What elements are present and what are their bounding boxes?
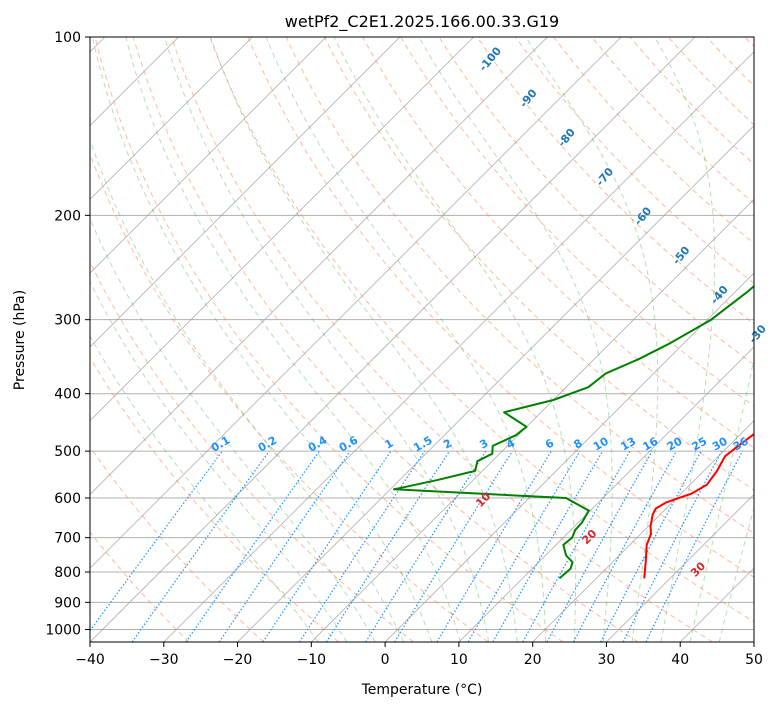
moist-adiabat-line <box>265 37 547 642</box>
y-tick-label: 200 <box>54 208 81 224</box>
moist-adiabat-line <box>333 37 577 642</box>
y-axis-label: Pressure (hPa) <box>12 290 28 390</box>
moist-adiabat-line <box>164 37 490 642</box>
x-tick-label: 0 <box>381 652 390 668</box>
dry-adiabat-line <box>515 37 754 285</box>
moist-adiabat-line <box>90 137 405 642</box>
moist-adiabat-line <box>90 217 376 642</box>
dry-adiabat-line <box>90 260 414 642</box>
x-tick-label: −10 <box>297 652 327 668</box>
x-tick-label: 20 <box>524 652 542 668</box>
dry-adiabat-line <box>362 37 754 449</box>
moist-adiabat-line <box>90 335 319 642</box>
y-tick-label: 1000 <box>45 622 81 638</box>
moist-adiabat-line <box>210 37 518 642</box>
dry-adiabat-line <box>247 37 754 578</box>
dry-adiabat-line <box>90 152 489 642</box>
x-tick-label: −30 <box>149 652 179 668</box>
y-tick-label: 500 <box>54 444 81 460</box>
y-tick-label: 400 <box>54 387 81 403</box>
x-tick-label: 30 <box>598 652 616 668</box>
isotherm-line <box>606 493 754 642</box>
plot-frame <box>89 36 755 643</box>
temperature-profile <box>643 432 754 579</box>
x-axis-label: Temperature (°C) <box>361 682 483 698</box>
isotherm-line <box>90 37 401 348</box>
mixing-ratio-line <box>546 450 653 642</box>
dry-adiabat-line <box>132 37 639 642</box>
isotherm-line <box>90 37 548 496</box>
isotherm-line <box>532 420 754 642</box>
isotherm-line <box>237 124 754 642</box>
mixing-ratio-line <box>218 450 351 642</box>
y-tick-label: 900 <box>54 595 81 611</box>
y-axis: 100 200 300 400 500 600 700 800 900 1000 <box>45 30 90 638</box>
mixing-ratio-line <box>299 450 426 642</box>
mixing-ratio-line <box>131 450 270 642</box>
dry-adiabat-line <box>209 37 754 623</box>
mixing-ratio-line <box>185 450 320 642</box>
mixing-ratio-line <box>600 450 702 642</box>
y-tick-label: 300 <box>54 313 81 329</box>
dry-adiabat-line <box>171 37 713 642</box>
mixing-ratio-line <box>325 450 450 642</box>
mixing-ratio-line <box>90 450 223 632</box>
mixing-ratio-line <box>645 450 744 642</box>
mixing-ratio-line <box>365 450 487 642</box>
isotherm-line <box>90 37 622 569</box>
isotherm-line <box>90 37 253 200</box>
moist-adiabat-line <box>92 37 433 642</box>
isotherm-line <box>384 272 754 642</box>
dry-adiabat-line <box>90 531 190 642</box>
y-tick-label: 100 <box>54 30 81 46</box>
dewpoint-profile <box>393 284 754 580</box>
x-tick-label: 40 <box>671 652 689 668</box>
isotherm-line <box>163 51 754 642</box>
isotherm-line <box>90 37 696 642</box>
moist-adiabat-line <box>418 37 613 642</box>
x-tick-label: 10 <box>450 652 468 668</box>
moist-adiabat-line <box>654 37 716 642</box>
y-tick-label: 800 <box>54 565 81 581</box>
mixing-ratio-line <box>622 450 723 642</box>
dry-adiabat-line <box>400 37 754 407</box>
isotherm-line <box>90 37 474 422</box>
isotherm-line <box>90 37 327 274</box>
chart-title: wetPf2_C2E1.2025.166.00.33.G19 <box>285 12 559 32</box>
x-axis: −40 −30 −20 −10 0 10 20 30 40 50 <box>75 642 763 668</box>
mixing-ratio-line <box>572 450 677 642</box>
mixing-ratio-line <box>394 450 513 642</box>
x-tick-label: 50 <box>745 652 763 668</box>
isotherm-line <box>458 346 754 642</box>
x-tick-label: −20 <box>223 652 253 668</box>
mixing-ratio-line <box>522 450 631 642</box>
moist-adiabat-line <box>525 37 659 642</box>
y-tick-label: 600 <box>54 491 81 507</box>
moist-adiabat-line <box>125 37 461 642</box>
dry-adiabat-line <box>476 37 754 325</box>
mixing-ratio-line <box>436 450 552 642</box>
x-tick-label: −40 <box>75 652 105 668</box>
y-tick-label: 700 <box>54 531 81 547</box>
dry-adiabat-line <box>94 37 564 642</box>
mixing-ratio-line <box>262 450 392 642</box>
